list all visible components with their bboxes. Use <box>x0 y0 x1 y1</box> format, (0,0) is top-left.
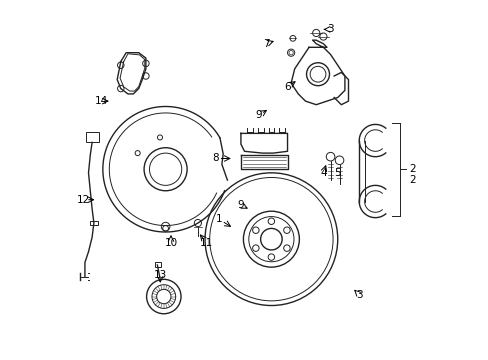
Text: 10: 10 <box>164 238 177 248</box>
Text: 2: 2 <box>409 175 415 185</box>
Text: 8: 8 <box>212 153 219 163</box>
Text: 9: 9 <box>237 200 244 210</box>
Text: 11: 11 <box>200 238 213 248</box>
Text: 5: 5 <box>334 168 340 178</box>
Text: 4: 4 <box>320 168 326 178</box>
Text: 9: 9 <box>255 111 262 121</box>
Text: 12: 12 <box>76 195 90 205</box>
Text: 6: 6 <box>284 82 290 92</box>
Text: 3: 3 <box>355 290 362 300</box>
Text: 1: 1 <box>216 215 222 224</box>
Text: 2: 2 <box>409 164 415 174</box>
Text: 7: 7 <box>262 39 269 49</box>
Text: 13: 13 <box>153 270 166 280</box>
Text: 3: 3 <box>326 24 333 35</box>
Text: 14: 14 <box>94 96 107 106</box>
